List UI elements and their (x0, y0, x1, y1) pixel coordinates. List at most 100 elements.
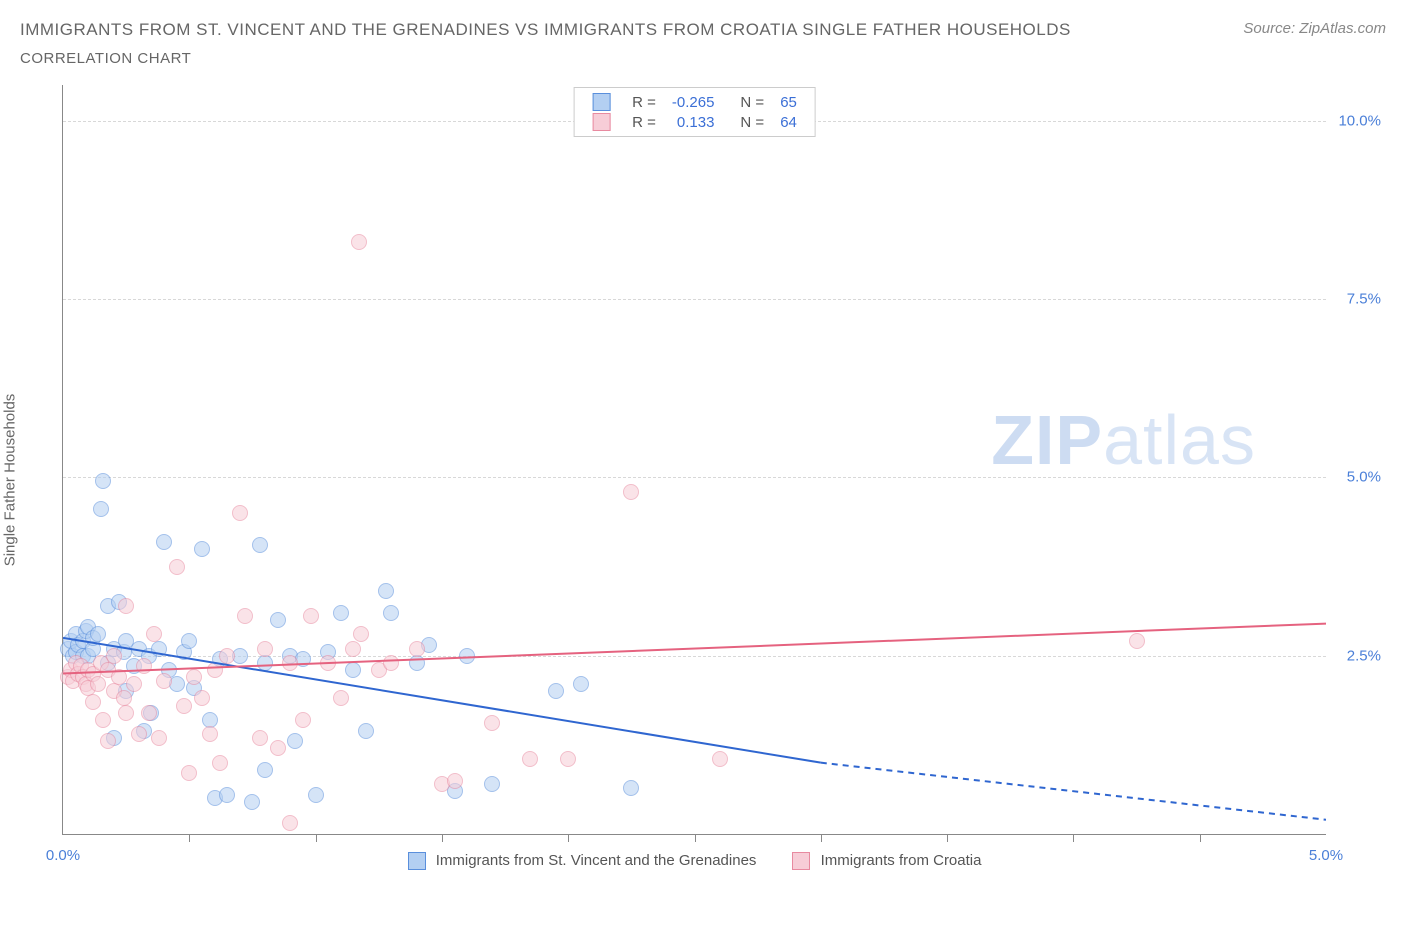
x-tick (1073, 834, 1074, 842)
stat-n-value: 65 (772, 92, 805, 112)
chart-title: IMMIGRANTS FROM ST. VINCENT AND THE GREN… (20, 20, 1071, 40)
data-point (712, 751, 728, 767)
data-point (351, 234, 367, 250)
data-point (295, 712, 311, 728)
data-point (353, 626, 369, 642)
source-prefix: Source: (1243, 20, 1299, 37)
data-point (282, 655, 298, 671)
stat-r-label: R = (624, 112, 664, 132)
y-axis-label: Single Father Households (2, 394, 19, 567)
watermark-bold: ZIP (991, 401, 1103, 479)
data-point (447, 773, 463, 789)
data-point (270, 740, 286, 756)
chart-container: IMMIGRANTS FROM ST. VINCENT AND THE GREN… (20, 20, 1386, 910)
stat-r-value: 0.133 (664, 112, 723, 132)
data-point (219, 787, 235, 803)
data-point (320, 655, 336, 671)
y-tick-label: 5.0% (1347, 469, 1381, 486)
data-point (95, 712, 111, 728)
data-point (90, 626, 106, 642)
source-credit: Source: ZipAtlas.com (1243, 20, 1386, 37)
data-point (257, 655, 273, 671)
x-tick (442, 834, 443, 842)
y-tick-label: 10.0% (1338, 112, 1381, 129)
data-point (287, 733, 303, 749)
data-point (186, 669, 202, 685)
series-legend: Immigrants from St. Vincent and the Gren… (63, 852, 1326, 870)
data-point (176, 698, 192, 714)
data-point (194, 690, 210, 706)
data-point (257, 762, 273, 778)
x-tick (821, 834, 822, 842)
stat-r-value: -0.265 (664, 92, 723, 112)
stats-table: R =-0.265N =65R =0.133N =64 (584, 92, 805, 132)
x-tick (1200, 834, 1201, 842)
watermark-light: atlas (1103, 401, 1256, 479)
data-point (345, 662, 361, 678)
data-point (118, 705, 134, 721)
data-point (219, 648, 235, 664)
data-point (169, 559, 185, 575)
data-point (252, 730, 268, 746)
data-point (257, 641, 273, 657)
data-point (126, 676, 142, 692)
stats-legend: R =-0.265N =65R =0.133N =64 (573, 87, 816, 137)
legend-swatch (592, 113, 610, 131)
data-point (573, 676, 589, 692)
data-point (100, 733, 116, 749)
data-point (484, 776, 500, 792)
data-point (141, 705, 157, 721)
data-point (459, 648, 475, 664)
gridline (63, 477, 1326, 478)
title-block: IMMIGRANTS FROM ST. VINCENT AND THE GREN… (20, 20, 1071, 67)
data-point (146, 626, 162, 642)
data-point (136, 658, 152, 674)
data-point (623, 484, 639, 500)
data-point (623, 780, 639, 796)
data-point (548, 683, 564, 699)
data-point (409, 655, 425, 671)
data-point (560, 751, 576, 767)
data-point (202, 726, 218, 742)
plot-region: ZIPatlas R =-0.265N =65R =0.133N =64 Imm… (62, 85, 1326, 835)
data-point (106, 648, 122, 664)
legend-swatch (408, 852, 426, 870)
data-point (303, 608, 319, 624)
header-row: IMMIGRANTS FROM ST. VINCENT AND THE GREN… (20, 20, 1386, 67)
data-point (252, 537, 268, 553)
data-point (244, 794, 260, 810)
data-point (383, 605, 399, 621)
data-point (194, 541, 210, 557)
x-tick (947, 834, 948, 842)
data-point (345, 641, 361, 657)
data-point (181, 765, 197, 781)
legend-item: Immigrants from Croatia (792, 852, 981, 870)
data-point (232, 505, 248, 521)
data-point (151, 730, 167, 746)
trend-line-dashed (821, 763, 1326, 820)
gridline (63, 299, 1326, 300)
x-tick (189, 834, 190, 842)
data-point (207, 662, 223, 678)
data-point (118, 598, 134, 614)
data-point (358, 723, 374, 739)
data-point (151, 641, 167, 657)
data-point (308, 787, 324, 803)
data-point (333, 690, 349, 706)
y-tick-label: 2.5% (1347, 647, 1381, 664)
chart-area: Single Father Households ZIPatlas R =-0.… (20, 85, 1386, 875)
data-point (181, 633, 197, 649)
data-point (156, 673, 172, 689)
data-point (212, 755, 228, 771)
legend-label: Immigrants from Croatia (821, 852, 982, 869)
data-point (1129, 633, 1145, 649)
x-tick (316, 834, 317, 842)
legend-label: Immigrants from St. Vincent and the Gren… (436, 852, 757, 869)
data-point (111, 669, 127, 685)
data-point (95, 473, 111, 489)
y-tick-label: 7.5% (1347, 291, 1381, 308)
data-point (270, 612, 286, 628)
data-point (333, 605, 349, 621)
data-point (237, 608, 253, 624)
data-point (282, 815, 298, 831)
